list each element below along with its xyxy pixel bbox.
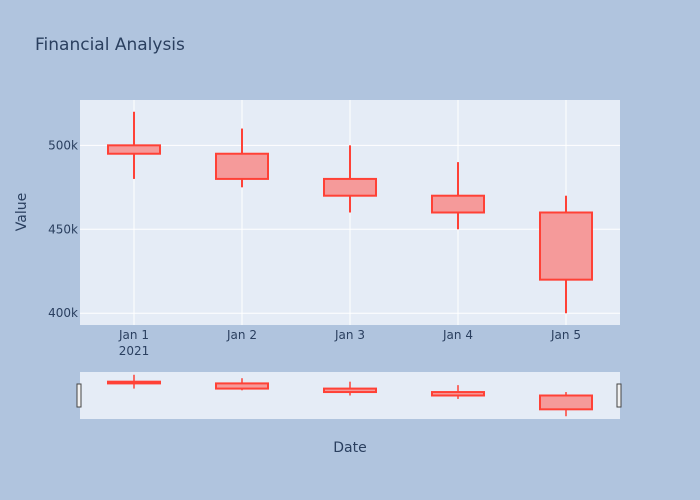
y-tick-label: 500k bbox=[48, 138, 78, 152]
y-tick-label: 400k bbox=[48, 306, 78, 320]
slider-candle-body bbox=[539, 394, 593, 411]
candle[interactable] bbox=[215, 128, 269, 188]
chart-title: Financial Analysis bbox=[35, 35, 185, 55]
candles bbox=[107, 111, 593, 314]
candle-body bbox=[215, 152, 269, 180]
candle-body bbox=[323, 177, 377, 197]
x-tick-label: Jan 4 bbox=[442, 328, 473, 342]
candle[interactable] bbox=[323, 145, 377, 213]
y-axis-label: Value bbox=[14, 193, 30, 231]
candle-body bbox=[539, 211, 593, 281]
slider-candle bbox=[215, 378, 269, 391]
x-tick-label: Jan 3 bbox=[334, 328, 365, 342]
slider-candle bbox=[107, 374, 161, 389]
x-tick-label: Jan 1 bbox=[118, 328, 149, 342]
slider-candle bbox=[431, 385, 485, 399]
x-tick-label: Jan 2 bbox=[226, 328, 257, 342]
y-tick-label: 450k bbox=[48, 222, 78, 236]
candle[interactable] bbox=[539, 195, 593, 314]
candle-body bbox=[107, 144, 161, 155]
x-axis-ticks: Jan 1 2021 Jan 2 Jan 3 Jan 4 Jan 5 bbox=[118, 328, 581, 358]
slider-candle-body bbox=[215, 382, 269, 390]
candle[interactable] bbox=[107, 111, 161, 179]
x-tick-year-label: 2021 bbox=[119, 344, 150, 358]
slider-candle-body bbox=[323, 387, 377, 394]
range-slider-left-handle[interactable] bbox=[76, 383, 82, 408]
candle-body bbox=[431, 194, 485, 214]
candle[interactable] bbox=[431, 162, 485, 230]
slider-candle bbox=[323, 381, 377, 396]
x-tick-label: Jan 5 bbox=[550, 328, 581, 342]
slider-candle bbox=[539, 392, 593, 417]
slider-candle-body bbox=[107, 380, 161, 385]
range-slider-right-handle[interactable] bbox=[616, 383, 622, 408]
slider-candle-body bbox=[431, 391, 485, 397]
y-axis-ticks: 400k 450k 500k bbox=[48, 138, 78, 320]
x-axis-label: Date bbox=[333, 440, 366, 456]
range-slider-candles bbox=[107, 374, 593, 417]
